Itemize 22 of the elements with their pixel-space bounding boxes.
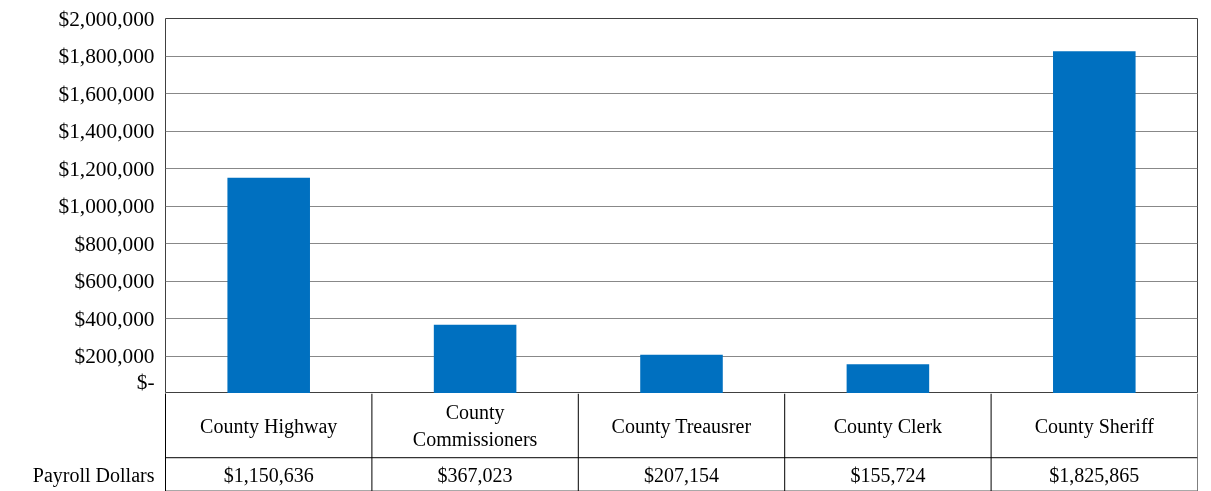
data-label: $1,150,636 <box>223 463 314 486</box>
x-tick-label: County Treausrer <box>611 414 752 438</box>
data-label: $155,724 <box>850 463 926 486</box>
x-tick-label: County Clerk <box>833 414 943 438</box>
data-label: $1,825,865 <box>1049 463 1140 486</box>
data-label: $207,154 <box>644 463 719 486</box>
y-tick-label: $1,000,000 <box>58 194 155 218</box>
y-tick-label: $- <box>136 369 155 394</box>
y-tick-label: $800,000 <box>74 231 155 256</box>
y-tick-label: $2,000,000 <box>58 6 155 31</box>
y-tick-label: $1,200,000 <box>58 156 155 181</box>
y-tick-label: $400,000 <box>74 306 155 331</box>
y-tick-label: $1,600,000 <box>58 81 155 106</box>
text: Payroll Dollars <box>32 463 155 487</box>
data-label: $367,023 <box>437 463 513 486</box>
y-tick-label: $1,400,000 <box>58 119 155 143</box>
x-tick-label: County Commissioners <box>412 401 538 450</box>
x-tick-label: County Sheriff <box>1034 414 1155 438</box>
y-tick-label: $200,000 <box>74 344 155 368</box>
y-tick-label: $1,800,000 <box>58 44 155 68</box>
y-tick-label: $600,000 <box>74 269 155 293</box>
x-tick-label: County Highway <box>200 414 338 438</box>
